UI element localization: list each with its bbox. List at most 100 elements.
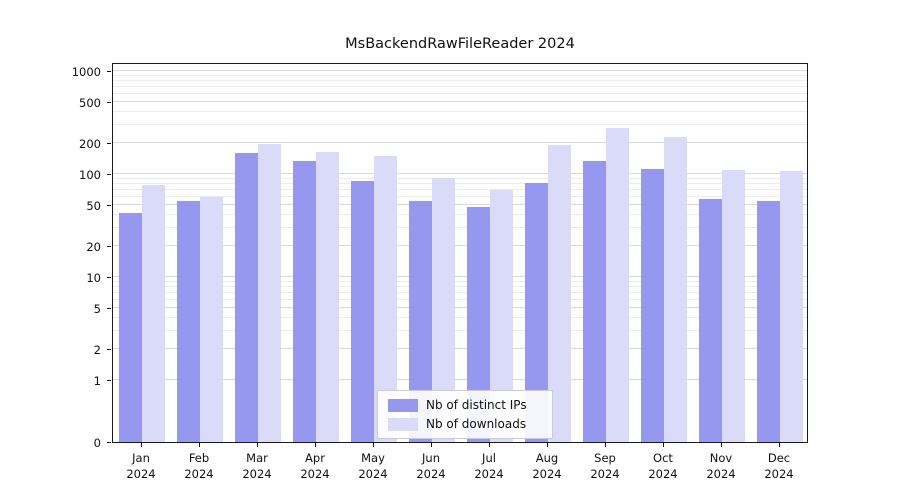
bar-distinct-ips [235, 152, 258, 442]
y-axis-tick-label: 2 [93, 342, 101, 357]
x-axis-label: Jan 2024 [112, 450, 170, 482]
bar-downloads [200, 196, 223, 442]
x-axis-label: Mar 2024 [228, 450, 286, 482]
gridline [113, 317, 807, 318]
x-axis-label: Aug 2024 [518, 450, 576, 482]
y-axis-tick-label: 200 [79, 136, 101, 151]
bar-distinct-ips [409, 200, 432, 442]
gridline [113, 173, 807, 174]
y-tick-mark [107, 245, 111, 247]
gridline [113, 142, 807, 143]
y-tick-mark [107, 308, 111, 309]
bar-downloads [606, 127, 629, 442]
gridline [113, 74, 807, 76]
bar-downloads [780, 170, 803, 442]
x-tick-mark [605, 443, 606, 447]
gridline [113, 111, 807, 112]
y-axis-tick-label: 5 [93, 302, 101, 316]
bar-distinct-ips [583, 160, 606, 442]
bar-downloads [548, 145, 571, 442]
y-tick-mark [107, 102, 111, 103]
gridline [113, 280, 807, 282]
chart-title: MsBackendRawFileReader 2024 [345, 36, 575, 52]
bar-distinct-ips [699, 199, 722, 442]
y-tick-mark [107, 348, 111, 350]
x-axis-label: Nov 2024 [692, 450, 750, 482]
bar-distinct-ips [351, 181, 374, 442]
gridline [113, 204, 807, 206]
x-axis-label: Jul 2024 [460, 450, 518, 482]
gridline [113, 85, 807, 87]
gridline [113, 379, 807, 380]
x-tick-mark [547, 443, 548, 447]
y-tick-mark [107, 277, 111, 278]
x-tick-mark [199, 443, 200, 447]
x-tick-mark [315, 443, 316, 447]
y-tick-mark [107, 380, 111, 381]
x-axis-year: 2024 [300, 467, 330, 481]
gridline [113, 276, 807, 277]
gridline [113, 79, 807, 81]
legend: Nb of distinct IPs Nb of downloads [377, 390, 553, 439]
gridline [113, 298, 807, 300]
x-axis-year: 2024 [184, 467, 214, 481]
x-tick-mark [257, 443, 258, 447]
x-axis-label: Jun 2024 [402, 450, 460, 482]
y-tick-mark [107, 442, 111, 443]
bar-distinct-ips [119, 212, 142, 442]
plot-area [112, 63, 808, 443]
bar-downloads [664, 136, 687, 442]
x-axis-label: May 2024 [344, 450, 402, 482]
legend-item-distinct-ips: Nb of distinct IPs [388, 398, 542, 412]
x-axis-year: 2024 [648, 467, 678, 481]
x-axis-year: 2024 [532, 467, 562, 481]
x-axis-year: 2024 [416, 467, 446, 481]
bar-downloads [316, 151, 339, 442]
x-tick-mark [489, 443, 490, 447]
x-axis-label: Dec 2024 [750, 450, 808, 482]
bar-downloads [722, 169, 745, 442]
y-tick-mark [107, 205, 111, 206]
bar-distinct-ips [293, 160, 316, 442]
x-axis-label: Feb 2024 [170, 450, 228, 482]
bar-downloads [142, 185, 165, 442]
x-axis-year: 2024 [242, 467, 272, 481]
bar-distinct-ips [757, 200, 780, 442]
bar-distinct-ips [177, 200, 200, 442]
gridline [113, 291, 807, 293]
x-axis-year: 2024 [706, 467, 736, 481]
gridline [113, 226, 807, 228]
bar-downloads [490, 189, 513, 442]
bar-downloads [258, 143, 281, 442]
x-tick-mark [663, 443, 664, 447]
y-axis-tick-label: 0 [93, 436, 101, 450]
gridline [113, 195, 807, 197]
x-tick-mark [779, 443, 780, 447]
y-tick-mark [107, 71, 111, 72]
x-axis-label: Sep 2024 [576, 450, 634, 482]
bar-distinct-ips [467, 206, 490, 442]
gridline [113, 188, 807, 190]
gridline [113, 348, 807, 349]
x-axis-label: Oct 2024 [634, 450, 692, 482]
y-axis-tick-label: 20 [86, 239, 101, 254]
x-tick-mark [373, 443, 374, 447]
x-axis-year: 2024 [358, 467, 388, 481]
x-tick-mark [141, 443, 142, 447]
gridline [113, 182, 807, 184]
gridline [113, 123, 807, 125]
gridline [113, 70, 807, 71]
y-axis-tick-label: 100 [79, 168, 101, 182]
bar-distinct-ips [641, 168, 664, 442]
x-tick-mark [431, 443, 432, 447]
gridline [113, 101, 807, 103]
legend-swatch-downloads [388, 417, 418, 431]
y-tick-mark [107, 174, 111, 175]
gridline [113, 329, 807, 331]
x-axis-label: Apr 2024 [286, 450, 344, 482]
y-axis-tick-label: 50 [86, 199, 101, 213]
y-axis-tick-label: 500 [79, 96, 101, 110]
gridline [113, 92, 807, 94]
y-axis-tick-label: 10 [86, 271, 101, 285]
